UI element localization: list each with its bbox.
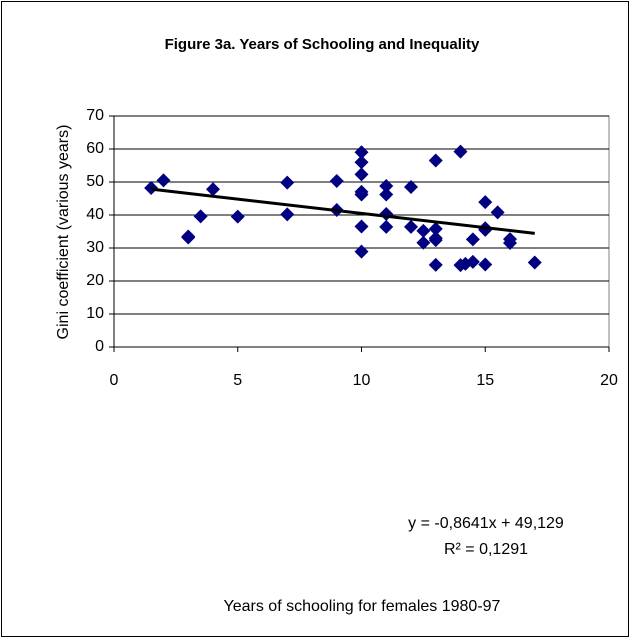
data-point: [329, 174, 344, 189]
data-point: [428, 257, 443, 272]
data-point: [465, 254, 480, 269]
data-point: [354, 187, 369, 202]
data-point: [404, 219, 418, 234]
data-point: [181, 230, 196, 245]
y-tick-label: 50: [86, 173, 104, 190]
y-tick-label: 10: [86, 305, 104, 322]
data-point: [280, 207, 295, 222]
x-tick-label: 10: [353, 372, 371, 389]
data-point: [428, 221, 443, 236]
annotation: R² = 0,1291: [444, 541, 528, 558]
data-point: [416, 223, 431, 238]
data-point: [478, 257, 493, 272]
data-point: [416, 235, 431, 250]
y-tick-label: 60: [86, 140, 104, 157]
x-tick-label: 20: [600, 372, 618, 389]
data-point: [354, 244, 369, 259]
data-point: [354, 145, 369, 160]
data-point: [478, 195, 493, 210]
y-tick-label: 30: [86, 239, 104, 256]
data-point: [206, 182, 220, 197]
chart-title: Figure 3a. Years of Schooling and Inequa…: [165, 36, 480, 53]
y-tick-label: 0: [95, 338, 104, 355]
data-point: [354, 219, 369, 234]
annotation: y = -0,8641x + 49,129: [408, 515, 564, 532]
x-tick-label: 0: [110, 372, 119, 389]
data-point: [193, 209, 208, 224]
data-point: [354, 167, 369, 182]
data-point: [280, 175, 295, 190]
data-point: [527, 255, 542, 270]
data-point: [453, 144, 468, 159]
data-point: [230, 209, 245, 224]
data-point: [379, 178, 394, 193]
x-axis-label: Years of schooling for females 1980-97: [224, 598, 501, 615]
data-point: [503, 236, 517, 251]
data-point: [404, 179, 418, 194]
data-point: [465, 232, 480, 247]
x-tick-label: 5: [233, 372, 242, 389]
y-tick-label: 70: [86, 107, 104, 124]
x-tick-label: 15: [476, 372, 494, 389]
data-point: [379, 187, 394, 202]
y-tick-label: 40: [86, 206, 104, 223]
data-point: [144, 180, 159, 195]
trendline: [150, 187, 535, 235]
data-point: [156, 173, 171, 188]
y-tick-label: 20: [86, 272, 104, 289]
data-point: [428, 153, 443, 168]
y-axis-label: Gini coefficient (various years): [55, 125, 72, 340]
data-point: [428, 233, 443, 248]
data-point: [379, 219, 394, 234]
data-point: [490, 205, 505, 220]
data-point: [354, 155, 369, 170]
